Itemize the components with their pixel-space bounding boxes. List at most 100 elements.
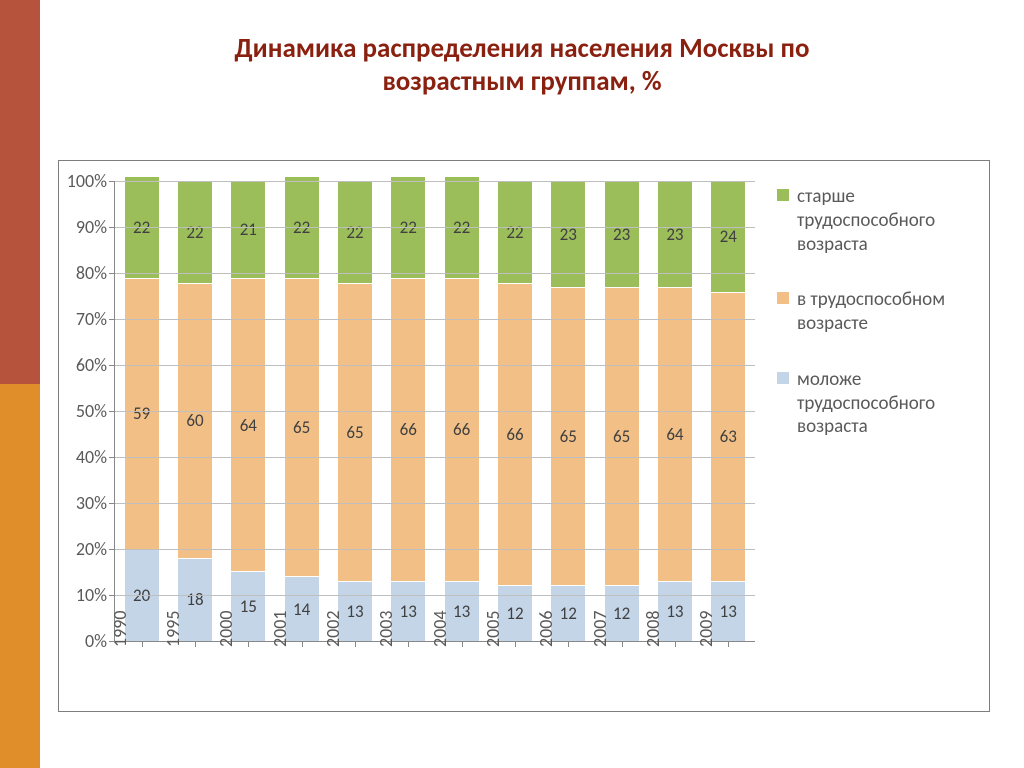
bar-value-label: 63 [720, 426, 737, 447]
x-tick [248, 641, 249, 647]
x-tick [515, 641, 516, 647]
legend-label: моложе трудоспособного возраста [797, 368, 977, 439]
bar-value-label: 21 [240, 219, 257, 240]
x-tick [728, 641, 729, 647]
legend: старше трудоспособного возрастав трудосп… [777, 181, 977, 467]
bar-value-label: 65 [613, 426, 630, 447]
bar-value-label: 14 [293, 599, 310, 620]
y-axis-label: 50% [76, 400, 107, 422]
bar-value-label: 12 [560, 603, 577, 624]
gridline [115, 503, 755, 504]
gridline [115, 595, 755, 596]
legend-item-younger: моложе трудоспособного возраста [777, 364, 977, 467]
y-tick [109, 319, 115, 320]
bar-segment-working: 60 [178, 283, 212, 558]
gridline [115, 273, 755, 274]
x-axis-label: 2009 [695, 611, 717, 648]
legend-swatch [777, 372, 789, 384]
y-axis-label: 30% [76, 492, 107, 514]
x-tick [622, 641, 623, 647]
y-axis-label: 0% [85, 630, 107, 652]
bar-value-label: 22 [186, 222, 203, 243]
x-axis-label: 2002 [322, 611, 344, 648]
bar-value-label: 13 [453, 601, 470, 622]
gridline [115, 411, 755, 412]
plot-area: 2259201990226018199521641520002265142001… [114, 181, 755, 642]
bar-value-label: 65 [560, 426, 577, 447]
x-axis-label: 2007 [589, 611, 611, 648]
x-axis-label: 2008 [642, 611, 664, 648]
y-axis-label: 70% [76, 308, 107, 330]
bar-value-label: 13 [666, 601, 683, 622]
y-axis-label: 40% [76, 446, 107, 468]
bar-value-label: 22 [346, 222, 363, 243]
bar-segment-older: 22 [338, 181, 372, 283]
gridline [115, 181, 755, 182]
bar-segment-working: 65 [605, 287, 639, 585]
x-tick [568, 641, 569, 647]
bar-segment-working: 65 [338, 283, 372, 581]
y-tick [109, 365, 115, 366]
x-axis-label: 2000 [215, 611, 237, 648]
gridline [115, 457, 755, 458]
slide: Динамика распределения населения Москвы … [0, 0, 1024, 768]
bar-value-label: 12 [506, 603, 523, 624]
bar-value-label: 13 [720, 601, 737, 622]
x-axis-label: 2005 [482, 611, 504, 648]
bar-segment-working: 64 [231, 278, 265, 571]
bar-segment-working: 66 [498, 283, 532, 586]
stacked-bar: 226613 [391, 176, 425, 641]
x-axis-label: 2006 [535, 611, 557, 648]
y-tick [109, 549, 115, 550]
slide-accent-bar [0, 0, 40, 768]
y-axis-label: 10% [76, 584, 107, 606]
legend-swatch [777, 189, 789, 201]
bar-segment-working: 65 [551, 287, 585, 585]
bar-value-label: 65 [293, 417, 310, 438]
gridline [115, 365, 755, 366]
y-axis-label: 100% [67, 170, 107, 192]
bar-value-label: 66 [453, 419, 470, 440]
bar-segment-working: 66 [391, 278, 425, 581]
gridline [115, 549, 755, 550]
y-axis-label: 60% [76, 354, 107, 376]
x-axis-label: 2004 [429, 611, 451, 648]
title-line-1: Динамика распределения населения Москвы … [60, 32, 984, 65]
bar-segment-older: 23 [551, 181, 585, 287]
chart-title: Динамика распределения населения Москвы … [60, 32, 984, 98]
gridline [115, 319, 755, 320]
bar-segment-older: 22 [498, 181, 532, 283]
legend-item-working: в трудоспособном возрасте [777, 284, 977, 364]
bar-value-label: 24 [720, 226, 737, 247]
x-tick [302, 641, 303, 647]
legend-item-older: старше трудоспособного возраста [777, 181, 977, 284]
y-axis-label: 80% [76, 262, 107, 284]
bar-value-label: 66 [506, 424, 523, 445]
y-axis-label: 90% [76, 216, 107, 238]
chart-frame: 2259201990226018199521641520002265142001… [58, 160, 990, 712]
bar-value-label: 12 [613, 603, 630, 624]
bar-segment-older: 23 [605, 181, 639, 287]
bar-value-label: 64 [240, 415, 257, 436]
stacked-bar: 226613 [445, 176, 479, 641]
x-tick [195, 641, 196, 647]
stacked-bar: 226514 [285, 176, 319, 641]
y-tick [109, 503, 115, 504]
legend-swatch [777, 292, 789, 304]
bar-value-label: 22 [506, 222, 523, 243]
x-axis-label: 1995 [162, 611, 184, 648]
bar-segment-older: 21 [231, 181, 265, 278]
x-tick [142, 641, 143, 647]
accent-top [0, 0, 40, 384]
y-axis-label: 20% [76, 538, 107, 560]
bar-value-label: 60 [186, 410, 203, 431]
x-tick [355, 641, 356, 647]
x-tick [408, 641, 409, 647]
x-tick [462, 641, 463, 647]
stacked-bar: 225920 [125, 176, 159, 641]
bar-value-label: 13 [400, 601, 417, 622]
y-tick [109, 227, 115, 228]
bar-segment-older: 24 [711, 181, 745, 292]
bar-segment-working: 64 [658, 287, 692, 580]
bar-segment-older: 23 [658, 181, 692, 287]
